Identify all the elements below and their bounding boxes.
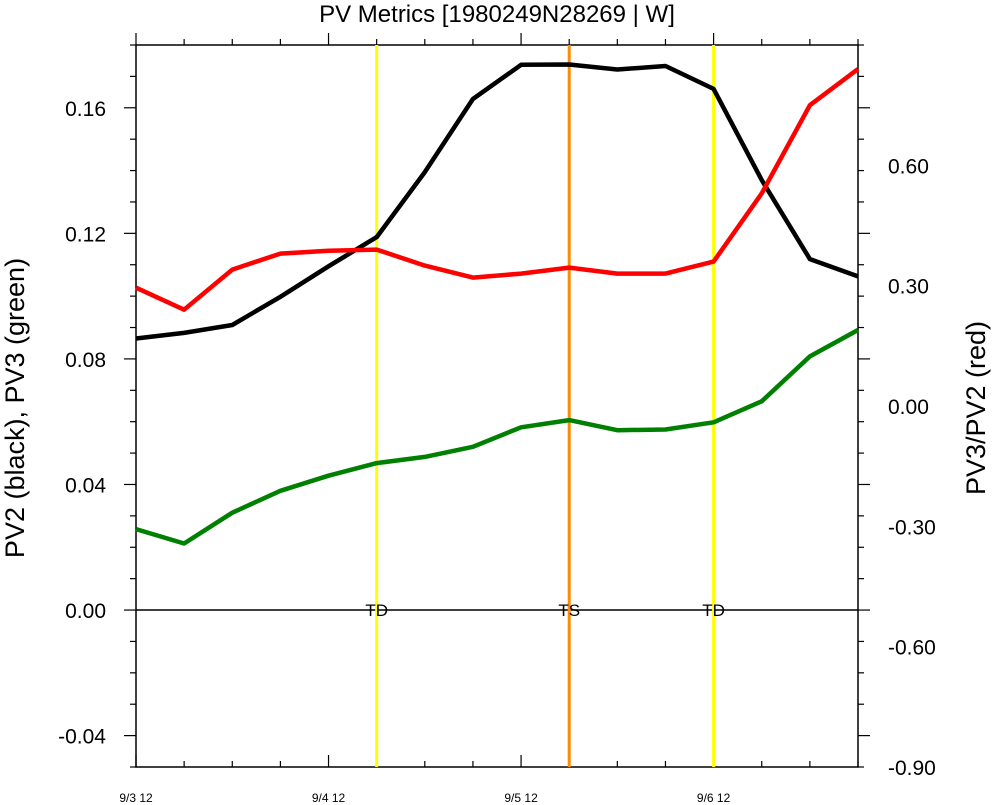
chart-title: PV Metrics [1980249N28269 | W]: [319, 1, 675, 28]
stage-marker-label: TS: [558, 601, 580, 620]
left-tick-label: 0.04: [65, 474, 106, 497]
right-tick-label: -0.30: [888, 516, 936, 539]
left-tick-label: 0.12: [65, 223, 106, 246]
left-tick-label: 0.00: [65, 600, 106, 623]
left-tick-label: 0.08: [65, 349, 106, 372]
right-tick-label: -0.90: [888, 757, 936, 780]
right-tick-label: 0.00: [888, 396, 929, 419]
x-tick-label: 9/3 12: [119, 791, 153, 805]
right-tick-label: 0.60: [888, 155, 929, 178]
stage-marker-label: TD: [702, 601, 725, 620]
series-line: [135, 67, 860, 312]
plot-area: -0.04 0.00 0.04 0.08 0.12 0.16 -0.90 -0.60 -0.30…: [58, 33, 936, 805]
plot-frame: [135, 44, 859, 768]
left-axis-label: PV2 (black), PV3 (green): [0, 258, 30, 558]
stage-marker-label: TD: [365, 601, 388, 620]
series-line: [135, 62, 859, 341]
series-line: [135, 328, 860, 546]
x-tick-label: 9/6 12: [697, 791, 731, 805]
left-tick-label: 0.16: [65, 98, 106, 121]
left-tick-label: -0.04: [58, 726, 106, 749]
right-axis-label: PV3/PV2 (red): [961, 321, 991, 495]
x-tick-label: 9/5 12: [504, 791, 538, 805]
x-tick-label: 9/4 12: [312, 791, 346, 805]
right-tick-label: -0.60: [888, 637, 936, 660]
right-tick-label: 0.30: [888, 276, 929, 299]
